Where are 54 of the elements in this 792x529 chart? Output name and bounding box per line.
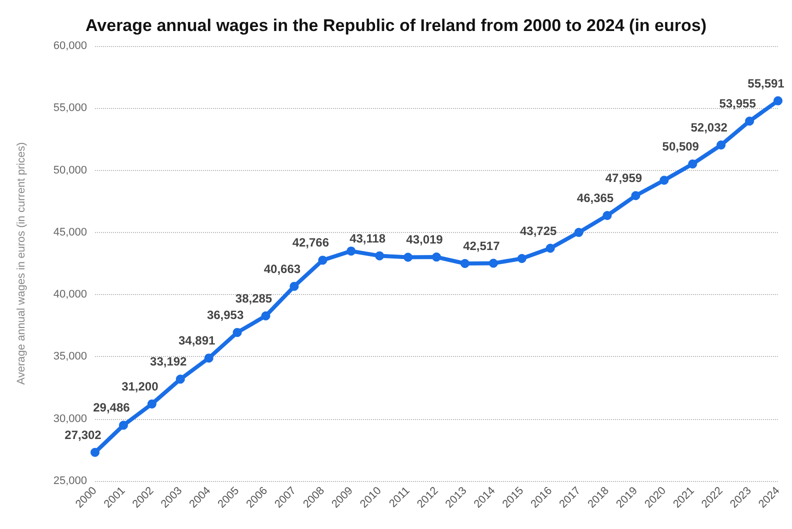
- data-label: 29,486: [93, 400, 130, 415]
- point: [517, 254, 526, 264]
- data-label: 27,302: [64, 428, 102, 442]
- point: [716, 140, 726, 150]
- point: [176, 374, 185, 384]
- data-label: 53,955: [719, 96, 756, 111]
- data-label: 31,200: [122, 379, 159, 394]
- y-tick-label: 25,000: [53, 475, 87, 487]
- y-tick-label: 50,000: [53, 164, 87, 176]
- point: [290, 282, 299, 291]
- point: [488, 258, 498, 268]
- data-label: 47,959: [605, 171, 642, 186]
- point: [204, 354, 214, 363]
- data-label: 33,192: [150, 354, 188, 369]
- y-tick-label: 40,000: [53, 288, 87, 301]
- data-label: 42,766: [292, 236, 330, 250]
- point: [660, 176, 669, 185]
- point: [631, 191, 640, 200]
- y-tick-label: 60,000: [53, 40, 87, 52]
- point: [118, 420, 128, 430]
- data-label: 38,285: [235, 291, 272, 306]
- point: [460, 259, 470, 268]
- chart-title: Average annual wages in the Republic of Ireland from 2000 to 2024 (in euros): [86, 16, 706, 35]
- y-tick-label: 35,000: [53, 350, 87, 363]
- point: [261, 311, 270, 320]
- point: [147, 399, 156, 408]
- data-label: 34,891: [178, 334, 216, 348]
- point: [346, 246, 356, 256]
- point: [375, 251, 384, 260]
- point: [432, 252, 441, 262]
- data-label: 42,517: [463, 238, 500, 253]
- y-axis-title: Average annual wages in euros (in current prices): [16, 142, 28, 385]
- data-label: 43,118: [350, 231, 386, 246]
- point: [90, 448, 100, 457]
- data-label: 50,509: [662, 139, 700, 154]
- point: [546, 244, 555, 253]
- y-tick-label: 45,000: [53, 226, 87, 238]
- data-label: 52,032: [690, 120, 728, 135]
- data-label: 43,725: [520, 224, 558, 238]
- data-label: 43,019: [406, 232, 444, 247]
- data-label: 36,953: [206, 308, 244, 322]
- data-label: 55,591: [748, 76, 785, 90]
- point: [318, 256, 328, 265]
- y-tick-label: 55,000: [53, 102, 87, 114]
- point: [232, 328, 242, 337]
- data-label: 40,663: [264, 262, 301, 276]
- point: [602, 210, 612, 220]
- point: [745, 116, 754, 126]
- point: [574, 228, 584, 237]
- point: [688, 159, 698, 168]
- point: [774, 96, 782, 106]
- data-label: 46,365: [576, 190, 614, 205]
- y-tick-label: 30,000: [53, 412, 87, 425]
- point: [404, 252, 413, 262]
